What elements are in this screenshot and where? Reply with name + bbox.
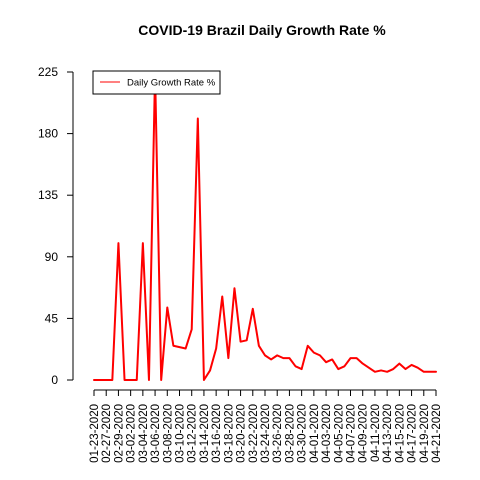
series-layer <box>93 71 437 381</box>
x-tick-label: 04-15-2020 <box>394 404 406 463</box>
x-tick-label: 03-12-2020 <box>187 404 199 463</box>
x-tick-label: 03-18-2020 <box>223 404 235 463</box>
y-tick-label: 180 <box>38 127 58 141</box>
x-tick-label: 03-16-2020 <box>211 404 223 463</box>
x-tick-label: 04-13-2020 <box>382 404 394 463</box>
x-tick-label: 04-17-2020 <box>407 404 419 463</box>
x-tick-label: 03-22-2020 <box>248 404 260 463</box>
x-tick-label: 04-05-2020 <box>333 404 345 463</box>
x-tick-label: 03-28-2020 <box>284 404 296 463</box>
x-tick-label: 03-30-2020 <box>297 404 309 463</box>
x-tick-label: 03-14-2020 <box>199 404 211 463</box>
x-tick-label: 04-09-2020 <box>358 404 370 463</box>
y-tick-label: 0 <box>51 373 58 387</box>
legend: Daily Growth Rate % <box>92 70 221 95</box>
x-tick-label: 04-03-2020 <box>321 404 333 463</box>
y-axis: 0 45 90 135 180 225 <box>38 65 74 387</box>
x-tick-label: 03-02-2020 <box>126 404 138 463</box>
x-tick-label: 04-01-2020 <box>309 404 321 463</box>
y-tick-label: 135 <box>38 188 58 202</box>
x-tick-label: 02-29-2020 <box>113 404 125 463</box>
x-tick-label: 03-08-2020 <box>162 404 174 463</box>
x-tick-label: 03-06-2020 <box>150 404 162 463</box>
chart-title: COVID-19 Brazil Daily Growth Rate % <box>138 22 386 38</box>
x-tick-label: 04-07-2020 <box>346 404 358 463</box>
y-tick-label: 225 <box>38 65 58 79</box>
x-tick-label: 03-26-2020 <box>272 404 284 463</box>
legend-box <box>92 70 221 95</box>
x-tick-label: 01-23-2020 <box>89 404 101 463</box>
x-tick-label: 03-10-2020 <box>175 404 187 463</box>
series-line-daily-growth-rate <box>93 71 437 381</box>
x-tick-label: 04-11-2020 <box>370 404 382 462</box>
x-tick-label: 04-19-2020 <box>419 404 431 463</box>
x-tick-label: 02-27-2020 <box>101 404 113 463</box>
x-tick-label: 04-21-2020 <box>431 404 443 463</box>
x-tick-label: 03-04-2020 <box>138 404 150 463</box>
y-tick-label: 90 <box>45 250 59 264</box>
x-axis: 01-23-2020 02-27-2020 02-29-2020 03-02-2020… <box>89 389 443 463</box>
legend-label-daily-growth-rate: Daily Growth Rate % <box>127 78 216 89</box>
x-tick-label: 03-20-2020 <box>236 404 248 463</box>
x-tick-label: 03-24-2020 <box>260 404 272 463</box>
y-tick-label: 45 <box>45 311 59 325</box>
